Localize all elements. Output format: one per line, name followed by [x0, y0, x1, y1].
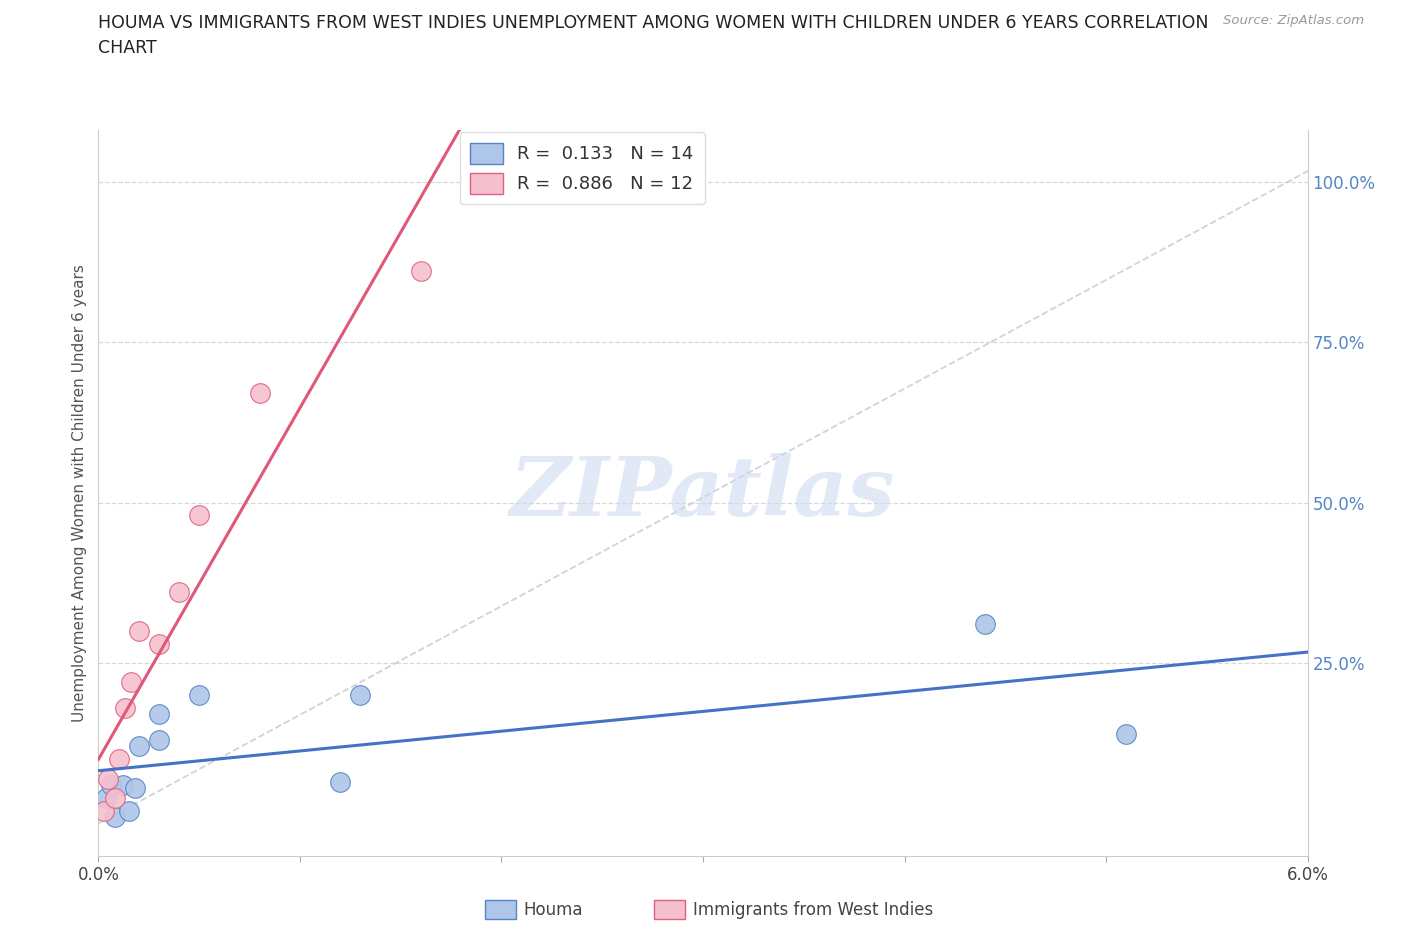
Point [249, 386, 271, 401]
Point [118, 804, 141, 818]
Point [100, 777, 122, 792]
Point [107, 751, 129, 766]
Point [148, 733, 170, 748]
Point [111, 777, 134, 792]
Text: Houma: Houma [523, 900, 582, 919]
Y-axis label: Unemployment Among Women with Children Under 6 years: Unemployment Among Women with Children U… [72, 264, 87, 722]
Point [96, 790, 118, 805]
Point [409, 264, 432, 279]
Point [124, 781, 146, 796]
Text: HOUMA VS IMMIGRANTS FROM WEST INDIES UNEMPLOYMENT AMONG WOMEN WITH CHILDREN UNDE: HOUMA VS IMMIGRANTS FROM WEST INDIES UNE… [98, 14, 1209, 32]
Point [148, 636, 170, 651]
Point [188, 687, 211, 702]
Point [114, 700, 136, 715]
Point [1115, 726, 1137, 741]
Point [329, 775, 352, 790]
Point [148, 707, 170, 722]
Point [97, 771, 120, 786]
Legend: R =  0.133   N = 14, R =  0.886   N = 12: R = 0.133 N = 14, R = 0.886 N = 12 [460, 132, 704, 205]
Text: Immigrants from West Indies: Immigrants from West Indies [693, 900, 934, 919]
Point [120, 675, 142, 690]
Point [128, 623, 150, 638]
Point [167, 585, 190, 600]
Text: Source: ZipAtlas.com: Source: ZipAtlas.com [1223, 14, 1364, 27]
Point [103, 790, 125, 805]
Text: CHART: CHART [98, 39, 157, 57]
Point [103, 810, 125, 825]
Point [93, 804, 115, 818]
Point [974, 618, 997, 632]
Point [128, 739, 150, 754]
Point [188, 508, 211, 523]
Point [349, 687, 371, 702]
Text: ZIPatlas: ZIPatlas [510, 453, 896, 533]
